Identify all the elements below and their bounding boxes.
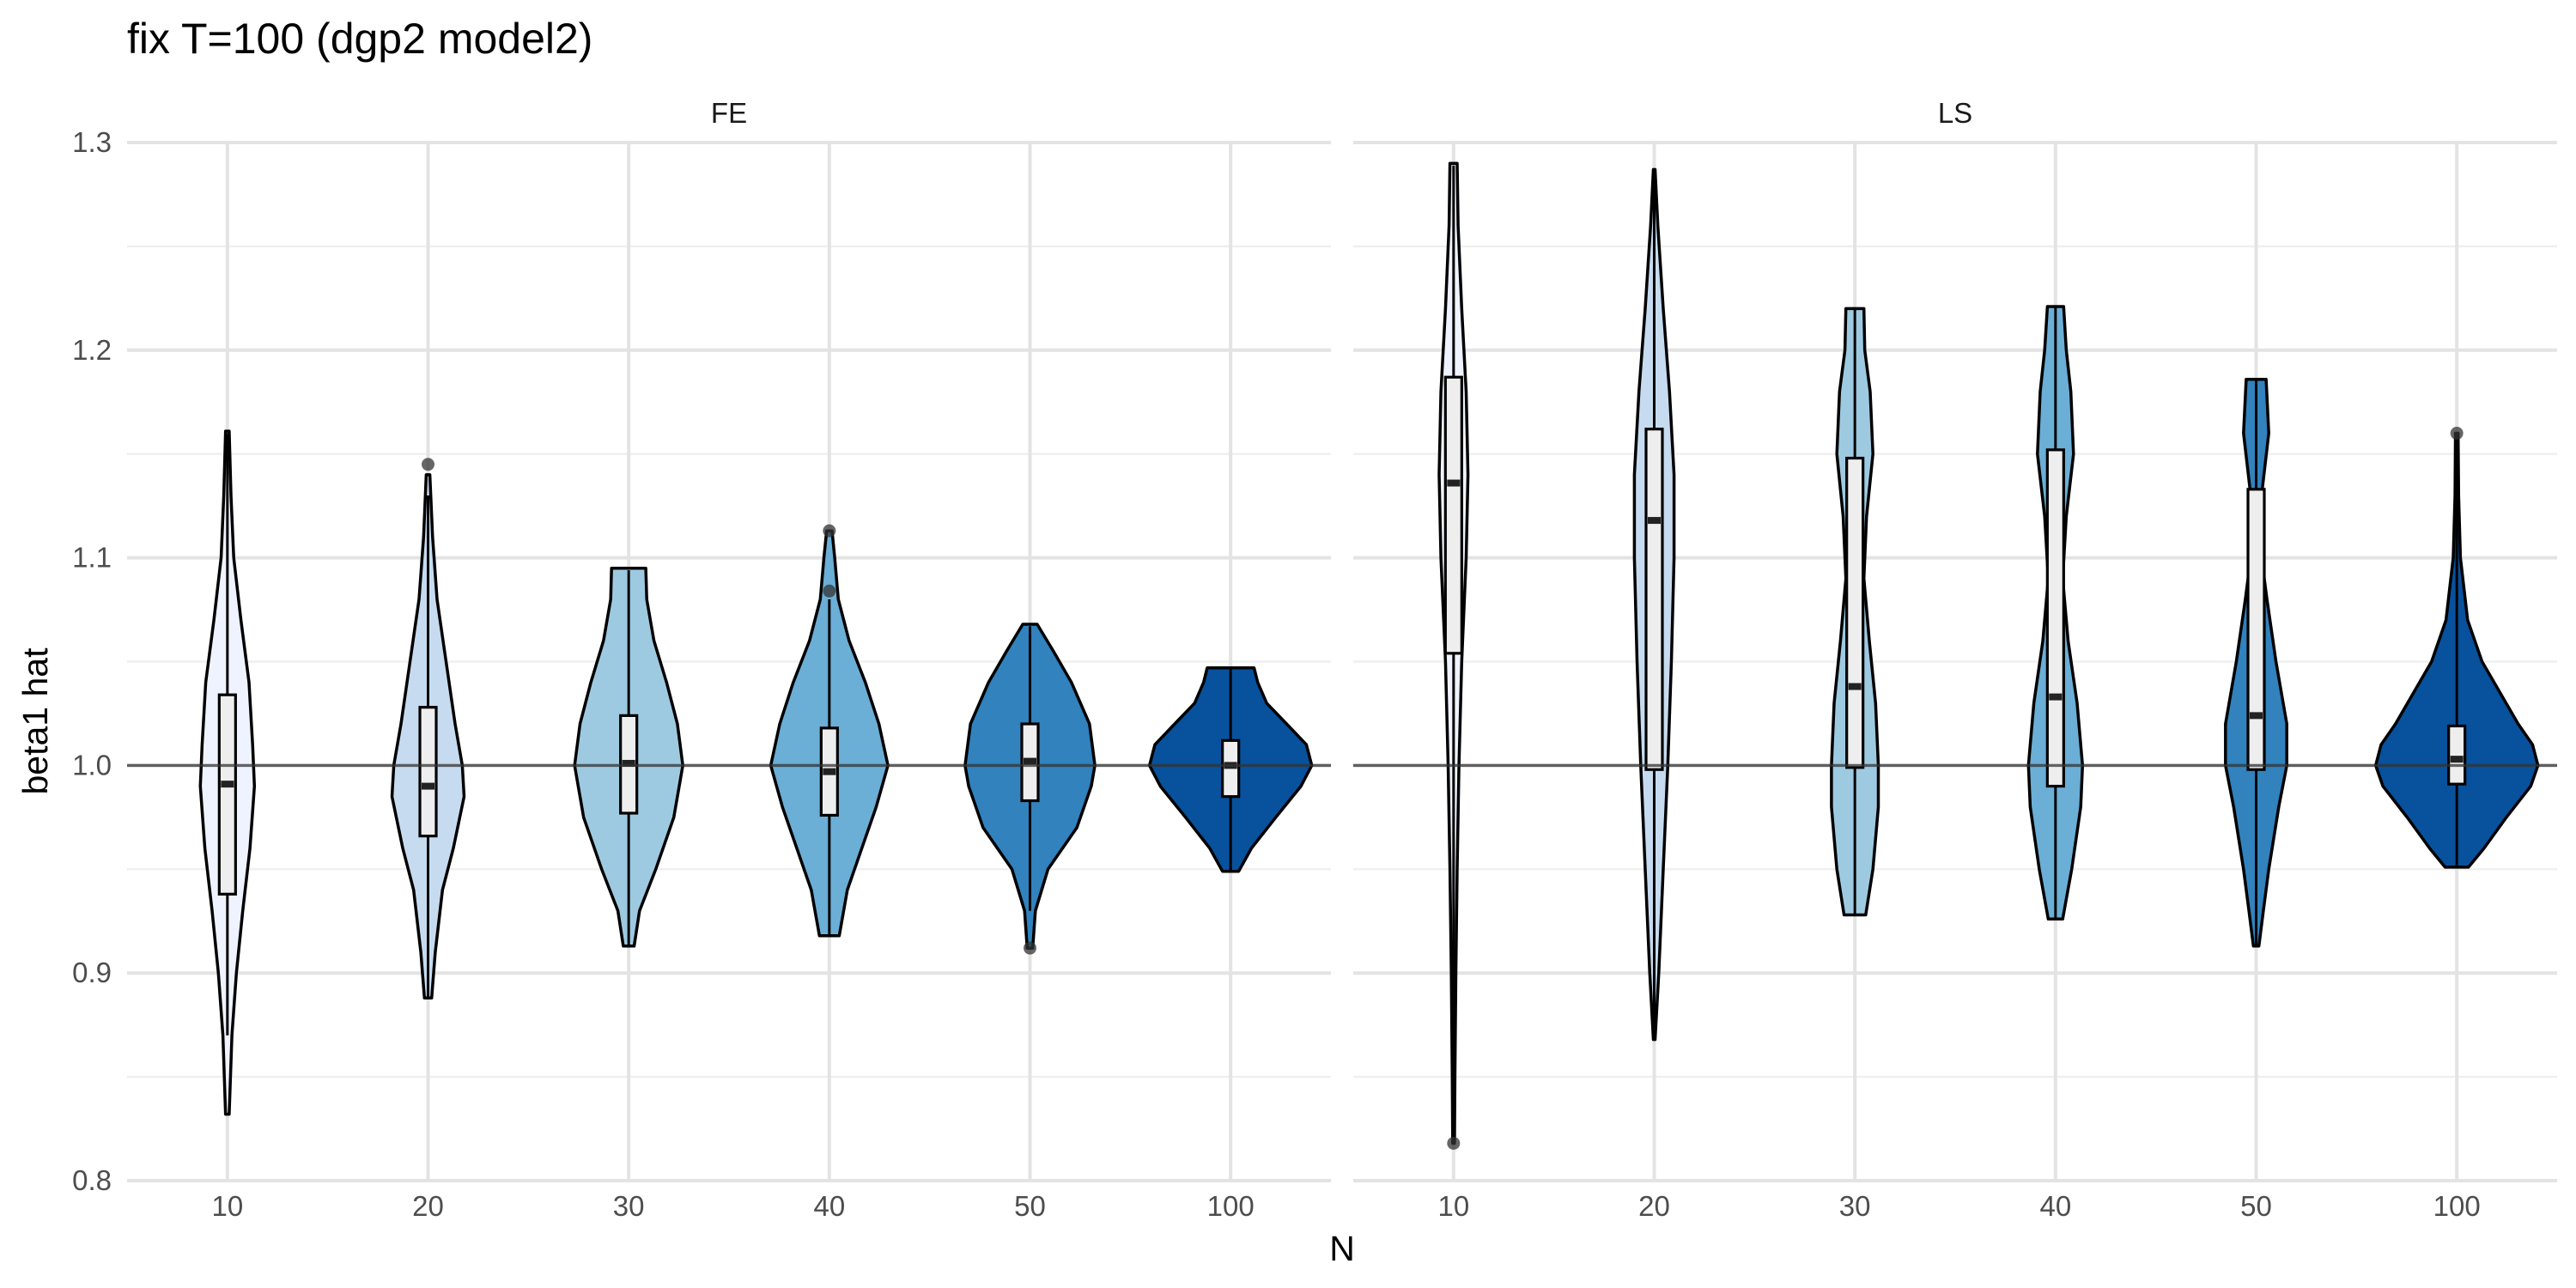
- panel-violins-fe: [127, 429, 1331, 1116]
- box-ls-n100: [2447, 724, 2467, 786]
- panel-strip-label-fe: FE: [711, 97, 747, 129]
- box-fe-n20: [418, 706, 438, 838]
- outlier-point: [823, 524, 836, 538]
- x-tick-label: 20: [1638, 1190, 1670, 1222]
- x-tick-label: 30: [1839, 1190, 1871, 1222]
- y-tick-label: 1.1: [72, 542, 112, 574]
- panel-x-ticks-ls: 10 20 30 40 50 100: [1437, 1190, 2480, 1222]
- outlier-point: [422, 458, 434, 471]
- box-ls-n20: [1644, 428, 1664, 771]
- panel-x-ticks-fe: 10 20 30 40 50 100: [211, 1190, 1254, 1222]
- panel-ls: LS 10 20 30 40 50 100: [1353, 97, 2557, 1222]
- outlier-point: [1447, 1136, 1461, 1150]
- y-axis-ticks: 0.8 0.9 1.0 1.1 1.2 1.3: [72, 126, 112, 1196]
- x-tick-label: 50: [2240, 1190, 2272, 1222]
- x-tick-label: 50: [1014, 1190, 1046, 1222]
- outlier-point: [2450, 427, 2464, 440]
- panel-fe: FE 10 20 30 40 50 100: [127, 97, 1331, 1222]
- x-tick-label: 30: [613, 1190, 645, 1222]
- outlier-point: [823, 584, 836, 598]
- x-tick-label: 40: [813, 1190, 845, 1222]
- panel-violins-ls: [1353, 161, 2557, 1150]
- x-tick-label: 20: [412, 1190, 444, 1222]
- x-tick-label: 10: [211, 1190, 243, 1222]
- panel-grid-fe: [127, 141, 1331, 1182]
- panel-grid-ls: [1353, 141, 2557, 1182]
- chart-title: fix T=100 (dgp2 model2): [127, 15, 592, 63]
- y-tick-label: 1.3: [72, 126, 112, 158]
- x-tick-label: 10: [1437, 1190, 1469, 1222]
- x-tick-label: 40: [2039, 1190, 2071, 1222]
- y-tick-label: 1.0: [72, 749, 112, 781]
- x-tick-label: 100: [2433, 1190, 2481, 1222]
- box-ls-n50: [2246, 488, 2266, 771]
- y-axis-title: beta1 hat: [15, 647, 55, 795]
- box-ls-n40: [2045, 448, 2065, 788]
- panel-strip-label-ls: LS: [1938, 97, 1972, 129]
- box-fe-n10: [217, 693, 237, 896]
- y-tick-label: 0.9: [72, 957, 112, 988]
- x-tick-label: 100: [1207, 1190, 1255, 1222]
- outlier-point: [1024, 941, 1036, 955]
- y-tick-label: 1.2: [72, 334, 112, 366]
- box-ls-n10: [1443, 375, 1463, 655]
- x-axis-title: N: [1329, 1229, 1355, 1268]
- box-ls-n30: [1845, 456, 1865, 769]
- y-tick-label: 0.8: [72, 1164, 112, 1196]
